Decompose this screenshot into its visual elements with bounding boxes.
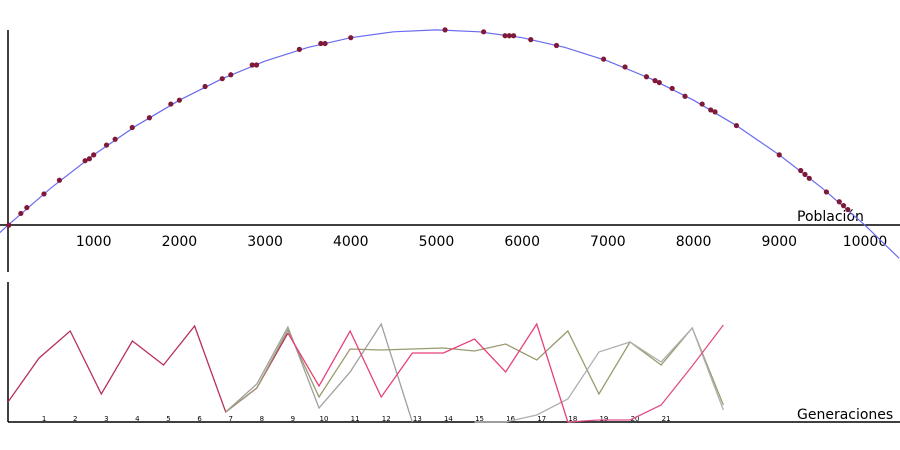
- x-tick-label: 10000: [843, 234, 888, 250]
- x-tick-label: 6: [197, 415, 202, 423]
- point: [845, 206, 851, 213]
- x-tick-label: 7000: [590, 234, 626, 250]
- point: [708, 107, 714, 113]
- x-tick-label: 19: [599, 415, 608, 423]
- x-tick-label: 14: [444, 415, 453, 423]
- line: [0, 29, 900, 259]
- x-tick-label: 18: [568, 415, 577, 423]
- point: [776, 152, 782, 158]
- point: [86, 156, 93, 162]
- point: [699, 101, 705, 107]
- line: [474, 326, 724, 423]
- point: [41, 191, 47, 197]
- point: [502, 33, 508, 39]
- point: [56, 177, 63, 183]
- x-tick-label: 8000: [676, 234, 712, 250]
- x-tick-label: 8: [260, 415, 264, 423]
- x-tick-label: 4000: [333, 234, 369, 250]
- point: [528, 37, 534, 43]
- line: [7, 324, 289, 414]
- point: [176, 97, 182, 103]
- point: [511, 33, 517, 39]
- x-tick-label: 17: [537, 415, 546, 423]
- point: [146, 115, 152, 121]
- point: [6, 222, 12, 228]
- x-tick-label: 2000: [162, 234, 198, 250]
- x-tick-label: 4: [135, 415, 140, 423]
- point: [322, 40, 328, 47]
- point: [318, 40, 324, 47]
- x-tick-label: 20: [631, 415, 640, 423]
- point: [600, 56, 607, 62]
- point: [91, 152, 97, 158]
- x-tick-label: 3: [104, 415, 108, 423]
- x-tick-label: 1: [42, 415, 46, 423]
- x-tick-label: 9: [291, 415, 295, 423]
- axis-title: Población: [797, 209, 864, 225]
- axis-title: Generaciones: [797, 407, 893, 423]
- point: [622, 64, 628, 70]
- point: [18, 210, 24, 217]
- x-tick-label: 5: [166, 415, 170, 423]
- point: [553, 42, 560, 49]
- point: [656, 79, 662, 86]
- x-tick-label: 10: [320, 415, 329, 423]
- point: [82, 158, 88, 164]
- x-tick-label: 16: [506, 415, 515, 423]
- x-tick-label: 9000: [761, 234, 797, 250]
- x-tick-label: 21: [662, 415, 671, 423]
- point: [481, 29, 487, 35]
- x-tick-label: 3000: [247, 234, 283, 250]
- line: [567, 324, 724, 423]
- point: [348, 35, 354, 41]
- x-tick-label: 12: [382, 415, 391, 423]
- point: [798, 167, 804, 174]
- point: [253, 62, 260, 68]
- x-tick-label: 6000: [504, 234, 540, 250]
- x-tick-label: 11: [351, 415, 360, 423]
- x-tick-label: 1000: [76, 234, 112, 250]
- point: [442, 27, 448, 33]
- point: [506, 33, 512, 39]
- line: [225, 322, 413, 423]
- point: [802, 171, 808, 177]
- point: [669, 85, 675, 92]
- point: [643, 74, 650, 80]
- point: [806, 175, 812, 181]
- point: [249, 62, 255, 68]
- point: [228, 72, 234, 78]
- point: [112, 136, 118, 142]
- point: [840, 203, 847, 209]
- point: [168, 101, 174, 107]
- point: [836, 199, 842, 205]
- point: [129, 124, 135, 131]
- x-tick-label: 7: [228, 415, 232, 423]
- point: [712, 109, 718, 115]
- x-tick-label: 2: [73, 415, 77, 423]
- x-tick-label: 5000: [419, 234, 455, 250]
- line: [287, 322, 569, 423]
- point: [24, 204, 30, 211]
- point: [103, 142, 110, 148]
- point: [823, 189, 830, 195]
- x-tick-label: 15: [475, 415, 484, 423]
- point: [296, 46, 302, 52]
- point: [682, 93, 688, 99]
- point: [652, 78, 658, 84]
- point: [202, 83, 208, 90]
- point: [219, 76, 225, 82]
- x-tick-label: 13: [413, 415, 422, 423]
- line: [225, 326, 724, 413]
- point: [733, 122, 740, 129]
